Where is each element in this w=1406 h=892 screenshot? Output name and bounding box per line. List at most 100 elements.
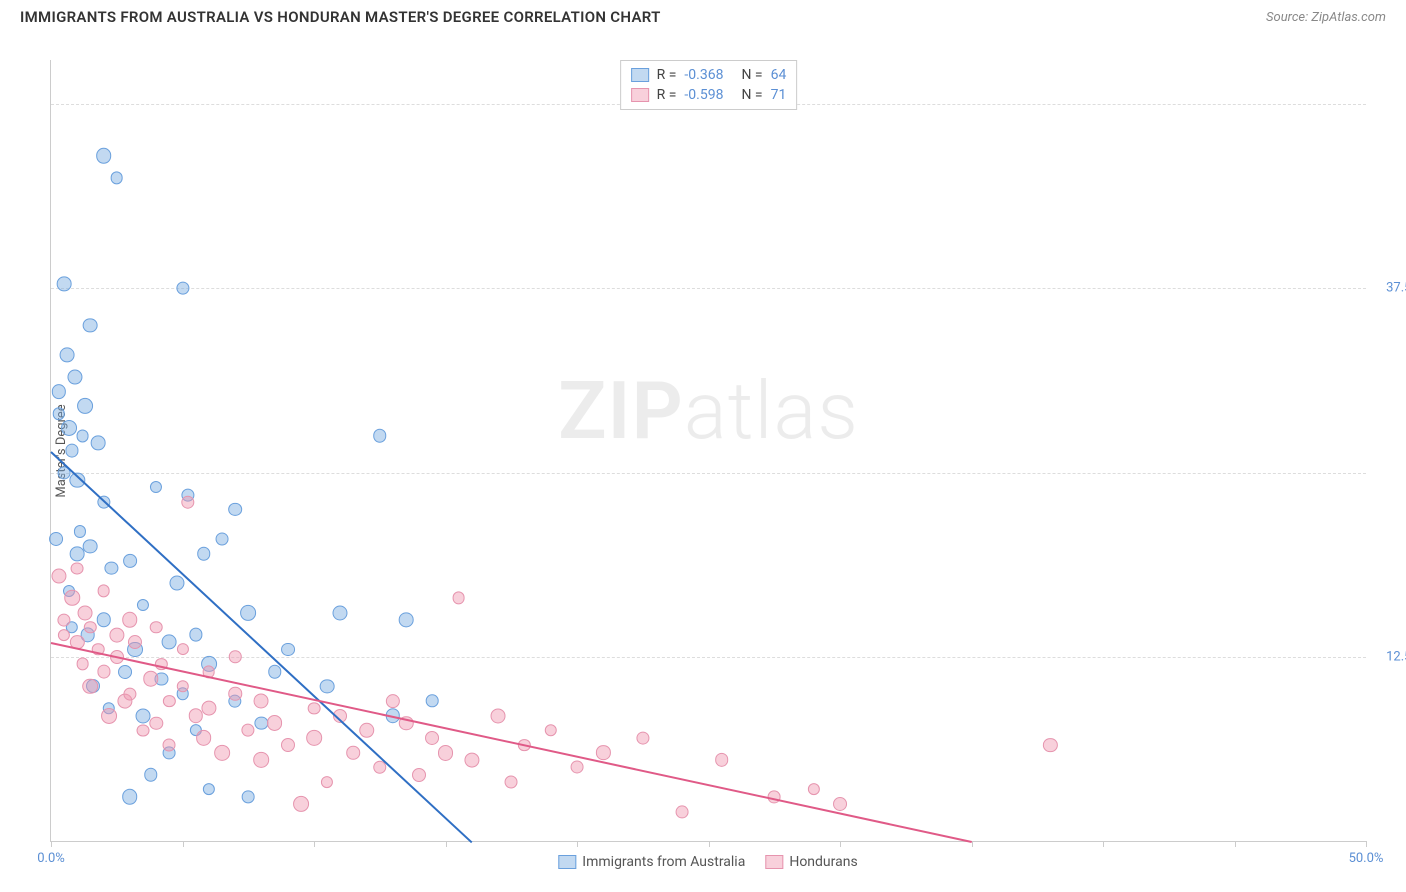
scatter-point [464, 752, 479, 767]
scatter-point [97, 584, 110, 597]
gridline-h [51, 657, 1366, 658]
scatter-point [58, 629, 70, 641]
x-tick [972, 841, 973, 847]
legend-item-1: Immigrants from Australia [558, 854, 745, 870]
scatter-point [137, 599, 149, 611]
n-value-1: 64 [771, 67, 787, 83]
x-tick [446, 841, 447, 847]
scatter-point [71, 562, 84, 575]
scatter-point [150, 621, 163, 634]
scatter-point [1043, 738, 1057, 752]
scatter-point [281, 642, 295, 656]
scatter-point [57, 277, 72, 292]
x-tick [577, 841, 578, 847]
scatter-point [77, 398, 93, 414]
scatter-point [53, 407, 65, 419]
scatter-point [176, 282, 189, 295]
scatter-point [426, 695, 439, 708]
scatter-point [163, 695, 175, 707]
scatter-point [254, 752, 270, 768]
scatter-point [137, 724, 150, 737]
x-tick [314, 841, 315, 847]
chart-header: IMMIGRANTS FROM AUSTRALIA VS HONDURAN MA… [0, 0, 1406, 34]
scatter-point [197, 547, 211, 561]
scatter-point [170, 576, 185, 591]
scatter-point [76, 429, 89, 442]
x-tick [51, 841, 52, 847]
gridline-h [51, 288, 1366, 289]
scatter-point [267, 715, 283, 731]
scatter-point [228, 687, 242, 701]
plot-region: ZIPatlas R = -0.368 N = 64 R = -0.598 N … [50, 60, 1366, 842]
scatter-point [76, 658, 89, 671]
scatter-point [240, 605, 256, 621]
scatter-point [399, 613, 414, 628]
scatter-point [254, 694, 269, 709]
scatter-point [596, 745, 610, 759]
scatter-point [64, 590, 80, 606]
r-value-2: -0.598 [684, 87, 723, 103]
chart-source: Source: ZipAtlas.com [1266, 10, 1386, 25]
gridline-h [51, 473, 1366, 474]
scatter-point [118, 665, 132, 679]
x-tick [183, 841, 184, 847]
scatter-point [242, 790, 255, 803]
scatter-point [78, 605, 93, 620]
legend-swatch-2 [765, 855, 783, 869]
scatter-point [105, 562, 118, 575]
scatter-point [373, 429, 387, 443]
r-value-1: -0.368 [684, 67, 723, 83]
scatter-point [96, 148, 112, 164]
scatter-point [110, 172, 123, 185]
scatter-point [347, 746, 361, 760]
scatter-point [229, 651, 241, 663]
watermark-light: atlas [684, 364, 859, 458]
watermark-bold: ZIP [558, 364, 684, 458]
x-tick [1235, 841, 1236, 847]
scatter-point [306, 730, 322, 746]
scatter-point [136, 708, 151, 723]
x-tick [840, 841, 841, 847]
scatter-point [505, 776, 518, 789]
x-tick [1366, 841, 1367, 847]
scatter-point [101, 708, 117, 724]
scatter-point [386, 694, 400, 708]
legend-swatch-1 [558, 855, 576, 869]
legend-label-2: Hondurans [789, 854, 857, 870]
scatter-point [215, 532, 228, 545]
stats-row-2: R = -0.598 N = 71 [631, 85, 787, 105]
x-tick-label: 0.0% [37, 851, 65, 866]
scatter-point [144, 768, 157, 781]
scatter-point [122, 789, 138, 805]
scatter-point [214, 745, 230, 761]
scatter-point [143, 671, 158, 686]
y-tick-label: 12.5% [1386, 649, 1406, 664]
scatter-point [359, 723, 375, 739]
n-label-1: N = [741, 67, 762, 83]
scatter-point [91, 436, 106, 451]
legend-label-1: Immigrants from Australia [582, 854, 745, 870]
scatter-point [412, 768, 426, 782]
stats-legend: R = -0.368 N = 64 R = -0.598 N = 71 [620, 60, 798, 110]
scatter-point [96, 613, 110, 627]
chart-area: Master's Degree ZIPatlas R = -0.368 N = … [50, 60, 1366, 842]
scatter-point [49, 532, 63, 546]
scatter-point [571, 761, 584, 774]
scatter-point [203, 783, 215, 795]
scatter-point [149, 716, 162, 729]
scatter-point [122, 612, 138, 628]
scatter-point [59, 347, 74, 362]
scatter-point [162, 635, 177, 650]
stats-row-1: R = -0.368 N = 64 [631, 65, 787, 85]
scatter-point [676, 805, 689, 818]
chart-title: IMMIGRANTS FROM AUSTRALIA VS HONDURAN MA… [20, 8, 661, 26]
scatter-point [109, 627, 124, 642]
scatter-point [83, 539, 98, 554]
scatter-point [196, 730, 212, 746]
scatter-point [438, 745, 454, 761]
swatch-series-1 [631, 68, 649, 82]
scatter-point [67, 369, 82, 384]
trendline [50, 451, 472, 843]
scatter-point [833, 797, 847, 811]
scatter-point [452, 591, 465, 604]
